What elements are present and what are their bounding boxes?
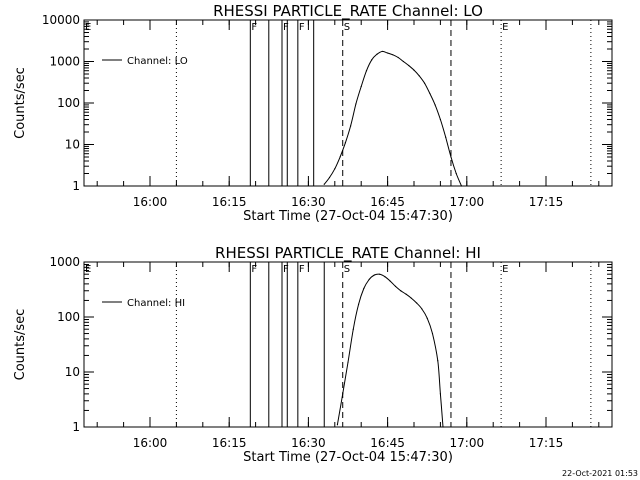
y-tick-label: 10000 (42, 13, 80, 27)
series-point (368, 278, 370, 281)
chart-panel-2: RHESSI PARTICLE_RATE Channel: HI Start Ti… (13, 244, 613, 465)
series-line-1 (336, 273, 444, 428)
series-point (360, 85, 362, 88)
series-point (365, 70, 368, 72)
x-tick-label: 16:30 (291, 436, 326, 450)
series-point (426, 317, 428, 319)
series-point (384, 276, 386, 278)
x-axis-label: Start Time (27-Oct-04 15:47:30) (243, 450, 453, 465)
series-point (363, 287, 365, 290)
series-point (460, 185, 463, 187)
y-tick-label: 1 (72, 420, 80, 434)
series-point (347, 361, 349, 363)
series-point (400, 290, 402, 292)
x-tick-label: 16:45 (370, 436, 405, 450)
series-point (344, 142, 346, 144)
x-tick-label: 17:00 (450, 436, 485, 450)
flag-label: E (502, 22, 508, 33)
series-point (373, 274, 375, 276)
flag-label: F (251, 264, 257, 275)
series-point (429, 92, 431, 95)
y-tick-label: 100 (57, 310, 80, 324)
x-tick-label: 17:15 (529, 436, 564, 450)
series-point (350, 125, 352, 127)
flag-label: E (85, 22, 91, 33)
chart-title: RHESSI PARTICLE_RATE Channel: LO (213, 2, 483, 21)
flag-label: E (85, 264, 91, 275)
y-tick-label: 100 (57, 96, 80, 110)
series-point (334, 168, 336, 170)
series-point (402, 60, 405, 63)
x-tick-label: 17:15 (529, 195, 564, 209)
series-point (397, 56, 399, 59)
series-point (387, 52, 389, 54)
series-point (405, 293, 407, 295)
x-tick-label: 16:00 (133, 436, 168, 450)
flag-label: E (502, 264, 508, 275)
series-point (418, 75, 420, 77)
x-tick-label: 16:45 (370, 195, 405, 209)
legend-entry: Channel: HI (127, 298, 185, 309)
y-tick-label: 10 (65, 365, 80, 379)
series-point (416, 302, 418, 304)
x-tick-label: 17:00 (450, 195, 485, 209)
series-point (392, 54, 394, 56)
footer-timestamp: 22-Oct-2021 01:53 (562, 469, 638, 478)
series-point (437, 360, 439, 362)
series-point (339, 156, 341, 158)
series-point (410, 297, 412, 299)
x-tick-label: 16:00 (133, 195, 168, 209)
chart-title: RHESSI PARTICLE_RATE Channel: HI (215, 244, 481, 263)
flag-label: S (344, 22, 350, 33)
flag-label: F (299, 22, 305, 33)
flag-label: F (283, 22, 289, 33)
series-point (389, 280, 391, 282)
y-tick-label: 1000 (49, 55, 80, 69)
flag-label: F (251, 22, 257, 33)
flag-label: F (283, 264, 289, 275)
x-tick-label: 16:30 (291, 195, 326, 209)
series-point (439, 118, 441, 121)
x-tick-label: 16:15 (212, 195, 247, 209)
series-point (413, 69, 415, 71)
series-point (379, 273, 381, 275)
y-tick-label: 10 (65, 138, 80, 152)
series-point (450, 156, 452, 158)
plot-frame (83, 19, 613, 187)
series-point (342, 393, 344, 395)
series-point (328, 176, 331, 179)
x-tick-label: 16:15 (212, 436, 247, 450)
series-point (357, 303, 360, 305)
x-axis-label: Start Time (27-Oct-04 15:47:30) (243, 209, 453, 224)
series-point (352, 328, 354, 330)
y-axis-label: Counts/sec (13, 309, 28, 381)
chart-panel-1: RHESSI PARTICLE_RATE Channel: LO Start Ti… (13, 2, 613, 224)
series-point (323, 183, 325, 185)
series-point (421, 308, 423, 310)
series-point (371, 59, 373, 61)
plot-frame (83, 261, 613, 428)
series-point (376, 53, 378, 55)
series-line-1 (323, 50, 462, 187)
series-point (439, 393, 441, 395)
series-point (445, 136, 447, 138)
series-point (431, 332, 434, 335)
series-point (381, 50, 383, 53)
y-axis-label: Counts/sec (13, 67, 28, 139)
flag-label: S (344, 264, 350, 275)
flag-label: F (299, 264, 305, 275)
series-point (355, 103, 357, 105)
series-point (394, 285, 397, 288)
series-point (408, 64, 410, 67)
series-point (455, 172, 457, 175)
series-point (434, 104, 436, 106)
series-point (336, 424, 339, 426)
y-tick-label: 1000 (49, 255, 80, 269)
series-point (442, 426, 444, 428)
series-point (423, 82, 426, 84)
y-tick-label: 1 (72, 179, 80, 193)
legend-entry: Channel: LO (127, 56, 188, 67)
